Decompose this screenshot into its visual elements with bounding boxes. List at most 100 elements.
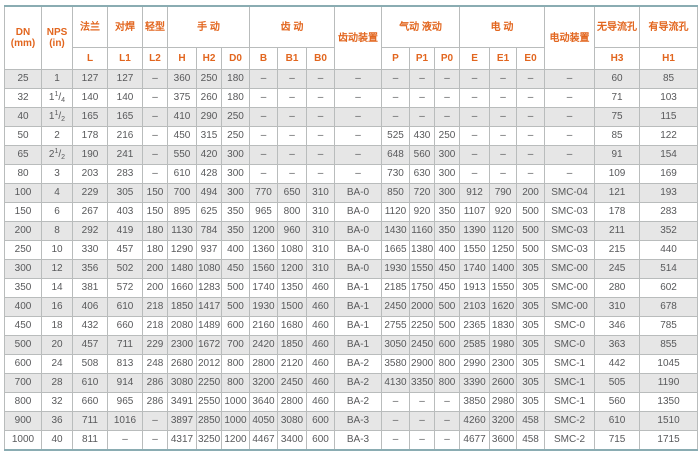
table-cell: 360 [167,69,197,89]
table-cell: – [306,164,335,184]
table-cell: SMC-2 [544,430,596,451]
col-header-B: B [249,47,278,70]
table-cell: 154 [639,145,699,165]
table-cell: 965 [249,202,278,222]
table-cell: 2250 [409,316,435,336]
table-header: DN (mm) NPS (in) 法兰 对焊 轻型 手 动 齿 动 齿动装置 气动 … [4,5,699,70]
table-cell: 280 [594,278,641,298]
table-cell: SMC-2 [544,411,596,431]
table-cell: – [381,411,410,431]
table-cell: 410 [167,107,197,127]
table-cell: 711 [107,335,143,355]
table-cell: – [249,164,278,184]
table-cell: 2300 [489,354,518,374]
table-cell: 150 [142,202,168,222]
table-cell: – [306,69,335,89]
table-cell: 600 [306,430,335,451]
table-cell: 150 [4,202,42,222]
table-cell: – [277,126,307,146]
table-cell: 500 [433,297,461,317]
table-cell: 400 [433,240,461,260]
table-cell: 122 [639,126,699,146]
table-cell: BA-2 [334,354,382,374]
table-cell: 305 [107,183,143,203]
table-cell: 1000 [221,411,250,431]
table-cell: – [409,69,435,89]
table-cell: – [516,126,546,146]
table-cell: 1380 [409,240,435,260]
table-cell: 700 [167,183,197,203]
table-cell: 1283 [196,278,222,298]
table-cell: 850 [381,183,410,203]
table-cell: 900 [4,411,42,431]
table-row: 450 18 432 660 218 2080 1489 600 2160 1680 460 BA-1… [4,316,699,336]
table-cell: 310 [306,221,335,241]
table-cell: BA-2 [334,392,382,412]
table-cell: 1850 [167,297,197,317]
table-cell: 165 [72,107,108,127]
table-cell: 1680 [277,316,307,336]
table-cell: 10 [41,240,73,260]
table-cell: 50 [4,126,42,146]
col-header-L2: L2 [142,47,168,70]
table-cell: 450 [433,259,461,279]
table-cell: 3080 [167,373,197,393]
table-cell: 193 [639,183,699,203]
table-cell: 250 [196,69,222,89]
table-cell: 813 [107,354,143,374]
table-cell: 1550 [409,259,435,279]
table-cell: 2900 [409,354,435,374]
table-cell: 2585 [459,335,491,355]
table-cell: 610 [594,411,641,431]
table-cell: BA-3 [334,430,382,451]
table-cell: SMC-04 [544,183,596,203]
table-cell: 460 [306,278,335,298]
table-cell: 3640 [249,392,278,412]
table-row: 40 11/2 165 165–410 290 250– – – – – – – – – – –75 115 [4,107,699,127]
table-cell: 310 [306,202,335,222]
table-cell: 2250 [196,373,222,393]
table-cell: 1107 [459,202,491,222]
table-cell: 4130 [381,373,410,393]
table-cell: 250 [221,107,250,127]
table-cell: 2850 [196,411,222,431]
table-cell: 3491 [167,392,197,412]
table-cell: 352 [639,221,699,241]
table-cell: 18 [41,316,73,336]
table-row: 25 1 127 127–360 250 180– – – – – – – – – – –60 85 [4,69,699,89]
table-cell: BA-3 [334,411,382,431]
table-cell: 11/4 [41,88,73,108]
table-cell: SMC-03 [544,221,596,241]
table-cell: 630 [409,164,435,184]
table-cell: 648 [381,145,410,165]
table-cell: 1510 [639,411,699,431]
table-cell: 363 [594,335,641,355]
table-cell: – [381,392,410,412]
table-cell: – [381,430,410,451]
table-cell: – [381,88,410,108]
table-cell: 300 [433,145,461,165]
table-cell: BA-0 [334,240,382,260]
table-cell: 1830 [489,316,518,336]
col-group-butt-weld: 对焊 [107,5,143,48]
table-cell: 500 [221,278,250,298]
table-cell: – [306,145,335,165]
col-header-dn-unit: (mm) [10,38,36,49]
table-cell: 1200 [249,221,278,241]
table-cell: 1130 [167,221,197,241]
table-cell: – [409,88,435,108]
table-cell: 169 [639,164,699,184]
col-group-no-flow-hole: 无导流孔 [594,5,641,48]
table-cell: 1430 [381,221,410,241]
table-cell: 1360 [249,240,278,260]
table-cell: – [142,88,168,108]
table-cell: 3350 [409,373,435,393]
table-row: 200 8 292 419 180 1130 784 350 1200 960 310 BA-0 143… [4,221,699,241]
table-cell: SMC-03 [544,240,596,260]
table-cell: 103 [639,88,699,108]
table-cell: 241 [107,145,143,165]
table-cell: 2980 [489,392,518,412]
table-cell: 2800 [277,392,307,412]
table-cell: – [334,145,382,165]
table-cell: 310 [306,240,335,260]
